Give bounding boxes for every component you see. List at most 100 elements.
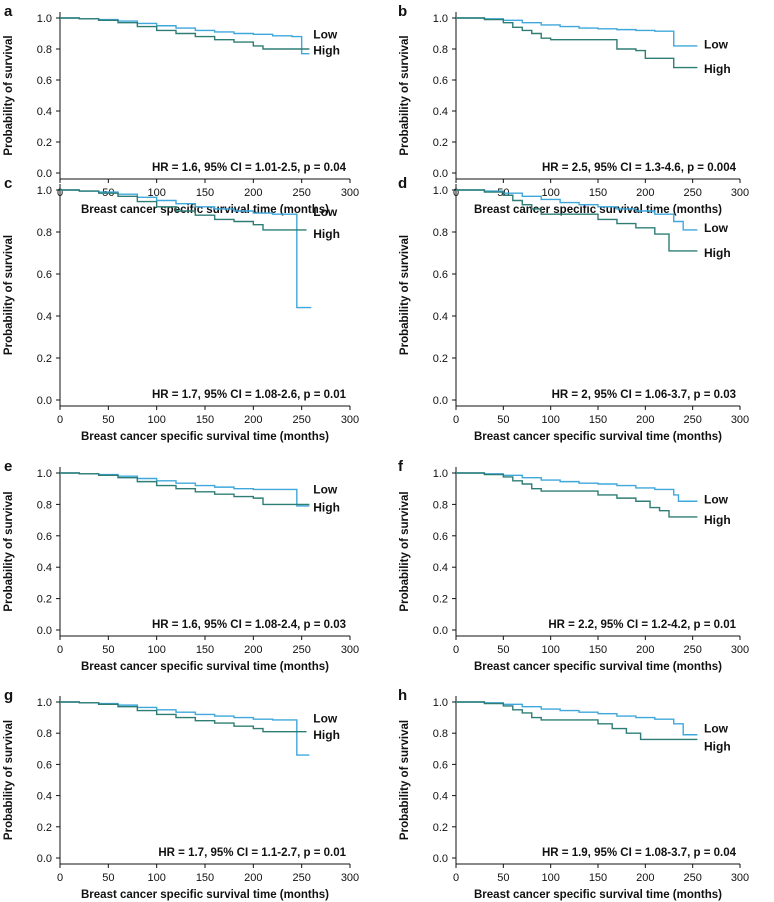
y-tick-label: 0.8: [433, 44, 448, 56]
y-tick-label: 0.8: [37, 44, 52, 56]
y-tick-label: 0.4: [37, 311, 52, 323]
panel-h: h 0.0 0.2 0.4 0.6 0.8 1.0 0 50 100 150 200 250 300 Bre…: [398, 687, 749, 901]
x-tick-label: 200: [636, 187, 654, 199]
x-axis-title: Breast cancer specific survival time (mo…: [474, 889, 722, 901]
panel-letter: c: [4, 175, 12, 192]
x-tick-label: 150: [589, 187, 607, 199]
x-tick-label: 100: [541, 414, 559, 426]
y-axis-title: Probability of survival: [3, 35, 15, 155]
hr-annotation: HR = 2.5, 95% CI = 1.3-4.6, p = 0.004: [542, 162, 737, 174]
x-tick-label: 50: [497, 644, 509, 656]
x-tick-label: 100: [541, 187, 559, 199]
x-tick-label: 250: [683, 187, 701, 199]
series-line-low: [456, 189, 698, 231]
y-tick-label: 0.2: [433, 137, 448, 149]
x-tick-label: 100: [541, 644, 559, 656]
x-axis-title: Breast cancer specific survival time (mo…: [81, 661, 329, 673]
y-tick-label: 0.8: [37, 499, 52, 511]
x-tick-label: 0: [453, 872, 459, 884]
x-tick-label: 300: [341, 414, 359, 426]
x-tick-label: 250: [683, 414, 701, 426]
y-tick-label: 0.8: [433, 227, 448, 239]
x-tick-label: 100: [147, 414, 165, 426]
x-tick-label: 150: [196, 187, 214, 199]
x-tick-label: 150: [589, 414, 607, 426]
x-tick-label: 150: [196, 414, 214, 426]
panel-letter: b: [398, 3, 407, 20]
x-tick-label: 150: [196, 872, 214, 884]
panel-letter: a: [4, 3, 13, 20]
x-tick-label: 200: [244, 414, 262, 426]
y-tick-label: 0.0: [433, 168, 448, 180]
x-tick-label: 0: [57, 644, 63, 656]
y-axis-title: Probability of survival: [399, 35, 411, 155]
y-tick-label: 0.2: [37, 594, 52, 606]
series-line-low: [60, 17, 310, 55]
panel-g: g 0.0 0.2 0.4 0.6 0.8 1.0 0 50 100 150 200 250 300 Bre…: [3, 687, 359, 901]
y-tick-label: 0.2: [433, 594, 448, 606]
y-tick-label: 0.0: [433, 625, 448, 637]
x-tick-label: 50: [102, 414, 114, 426]
panel-letter: e: [4, 458, 12, 475]
panel-e: e 0.0 0.2 0.4 0.6 0.8 1.0 0 50 100 150 200 250 300 Bre…: [3, 458, 359, 673]
series-line-high: [456, 472, 698, 518]
panel-letter: h: [398, 687, 407, 704]
series-label-high: High: [313, 227, 340, 241]
x-tick-label: 250: [292, 187, 310, 199]
series-label-low: Low: [313, 482, 338, 496]
y-tick-label: 1.0: [433, 185, 448, 197]
series-line-high: [456, 701, 698, 741]
y-axis-title: Probability of survival: [399, 720, 411, 840]
y-axis-title: Probability of survival: [3, 235, 15, 355]
series-label-low: Low: [704, 493, 729, 507]
x-tick-label: 200: [636, 644, 654, 656]
series-label-high: High: [704, 246, 731, 260]
panel-letter: g: [4, 687, 13, 704]
y-tick-label: 0.0: [37, 395, 52, 407]
x-tick-label: 300: [731, 872, 749, 884]
y-tick-label: 0.6: [37, 269, 52, 281]
x-tick-label: 200: [244, 872, 262, 884]
y-tick-label: 1.0: [37, 185, 52, 197]
series-label-low: Low: [704, 722, 729, 736]
y-axis-title: Probability of survival: [399, 491, 411, 611]
x-axis-title: Breast cancer specific survival time (mo…: [474, 204, 722, 216]
hr-annotation: HR = 2, 95% CI = 1.06-3.7, p = 0.03: [552, 389, 736, 401]
y-axis-title: Probability of survival: [3, 491, 15, 611]
y-tick-label: 0.6: [433, 75, 448, 87]
panel-d: d 0.0 0.2 0.4 0.6 0.8 1.0 0 50 100 150 200 250 300 Bre…: [398, 175, 749, 443]
x-tick-label: 150: [589, 644, 607, 656]
x-tick-label: 100: [147, 644, 165, 656]
x-tick-label: 200: [636, 872, 654, 884]
series-line-low: [456, 701, 698, 736]
panel-b: b0.00.20.40.60.81.0050100150200250300Bre…: [398, 3, 749, 216]
hr-annotation: HR = 1.6, 95% CI = 1.01-2.5, p = 0.04: [152, 162, 347, 174]
x-tick-label: 0: [453, 414, 459, 426]
x-tick-label: 250: [292, 414, 310, 426]
x-tick-label: 250: [683, 644, 701, 656]
x-tick-label: 0: [453, 644, 459, 656]
hr-annotation: HR = 1.7, 95% CI = 1.1-2.7, p = 0.01: [158, 847, 346, 859]
y-tick-label: 1.0: [37, 468, 52, 480]
y-tick-label: 0.6: [37, 759, 52, 771]
y-tick-label: 0.6: [433, 531, 448, 543]
x-tick-label: 300: [731, 414, 749, 426]
x-axis-title: Breast cancer specific survival time (mo…: [81, 889, 329, 901]
y-tick-label: 0.6: [433, 269, 448, 281]
series-line-high: [60, 189, 307, 231]
series-label-high: High: [704, 513, 731, 527]
x-tick-label: 200: [636, 414, 654, 426]
series-line-high: [60, 17, 310, 50]
x-tick-label: 50: [102, 644, 114, 656]
y-tick-label: 1.0: [37, 13, 52, 25]
y-tick-label: 0.4: [37, 791, 52, 803]
series-label-high: High: [313, 44, 340, 58]
series-label-high: High: [313, 501, 340, 515]
x-tick-label: 150: [196, 644, 214, 656]
y-tick-label: 0.4: [433, 106, 448, 118]
x-tick-label: 0: [57, 414, 63, 426]
x-tick-label: 150: [589, 872, 607, 884]
y-tick-label: 0.6: [433, 759, 448, 771]
x-tick-label: 250: [292, 644, 310, 656]
y-tick-label: 0.2: [433, 822, 448, 834]
